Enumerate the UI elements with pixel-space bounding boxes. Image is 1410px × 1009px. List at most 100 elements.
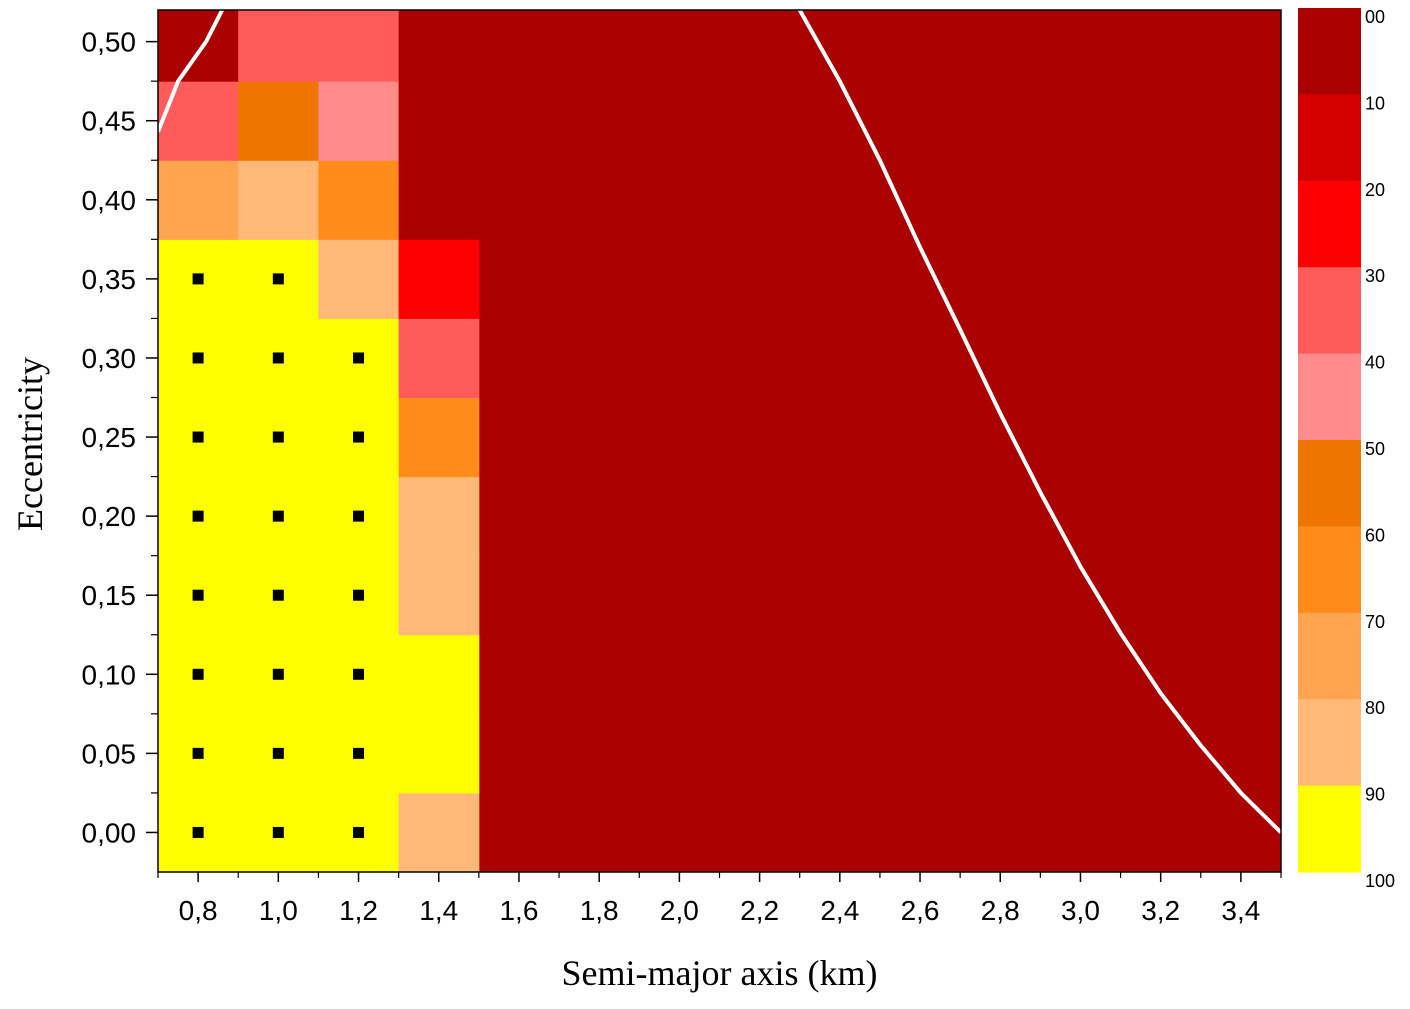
data-marker [192,273,204,285]
heatmap-cell [158,81,239,161]
y-tick-label: 0,15 [82,580,137,611]
colorbar: 00 10 20 30 40 50 60 70 80 90 100 [1298,7,1395,891]
x-tick-label: 3,0 [1061,895,1100,926]
x-tick-label: 2,0 [660,895,699,926]
x-axis: 0,8 1,0 1,2 1,4 1,6 1,8 2,0 2,2 2,4 2,6 2,8 3,0 3,2 3… [157,872,1282,926]
colorbar-segment [1298,180,1361,268]
colorbar-segment [1298,526,1361,614]
colorbar-segment [1298,785,1361,873]
y-tick-label: 0,50 [82,27,137,58]
heatmap-cell [398,476,480,557]
colorbar-label: 10 [1365,93,1385,113]
marker-layer [192,273,365,838]
data-marker [272,352,284,364]
heatmap-cell [398,160,480,240]
colorbar-label: 90 [1365,785,1385,805]
x-tick-label: 0,8 [179,895,218,926]
data-marker [192,352,204,364]
data-marker [192,747,204,759]
y-tick-label: 0,35 [82,264,137,295]
heatmap-cell [158,160,239,240]
x-tick-label: 1,8 [580,895,619,926]
colorbar-segment [1298,699,1361,787]
heatmap-cell [158,10,239,82]
x-tick-label: 1,0 [259,895,298,926]
heatmap-cell [398,555,480,636]
data-marker [192,431,204,443]
data-marker [272,589,284,601]
y-tick-label: 0,20 [82,501,137,532]
y-axis: 0,00 0,05 0,10 0,15 0,20 0,25 0,30 0,35 0,40 0,45… [82,27,158,848]
heatmap-cell [398,81,480,161]
heatmap-cell [398,792,480,873]
heatmap-cell [398,713,480,794]
data-marker [192,589,204,601]
data-marker [353,668,365,680]
data-marker [192,668,204,680]
colorbar-label: 40 [1365,353,1385,373]
heatmap-cells [158,10,1281,873]
heatmap-cell [398,10,480,82]
y-tick-label: 0,45 [82,106,137,137]
data-marker [272,747,284,759]
boundary-curve [797,10,1281,834]
heatmap-cell [398,318,480,399]
heatmap-cell [398,239,480,319]
x-tick-label: 3,2 [1141,895,1180,926]
colorbar-label: 20 [1365,180,1385,200]
x-tick-label: 3,4 [1221,895,1260,926]
y-tick-label: 0,25 [82,422,137,453]
data-marker [272,273,284,285]
y-tick-label: 0,10 [82,659,137,690]
y-tick-label: 0,40 [82,185,137,216]
colorbar-label: 60 [1365,525,1385,545]
heatmap-cell [398,634,480,715]
heatmap-cell [238,10,319,82]
x-tick-label: 2,8 [981,895,1020,926]
colorbar-label: 00 [1365,7,1385,27]
boundary-curve [158,10,224,133]
data-marker [353,431,365,443]
colorbar-segment [1298,612,1361,700]
heatmap-cell [318,239,400,319]
data-marker [353,510,365,522]
x-tick-label: 2,6 [901,895,940,926]
x-tick-label: 2,4 [820,895,859,926]
data-marker [353,352,365,364]
data-marker [272,510,284,522]
heatmap-cell [318,10,400,82]
y-tick-label: 0,30 [82,343,137,374]
colorbar-segment [1298,8,1361,95]
data-marker [272,431,284,443]
colorbar-segment [1298,353,1361,441]
colorbar-segment [1298,267,1361,355]
colorbar-label: 50 [1365,439,1385,459]
y-tick-label: 0,05 [82,738,137,769]
data-marker [192,826,204,838]
heatmap-cell [398,397,480,478]
colorbar-label: 80 [1365,698,1385,718]
heatmap-cell [238,160,319,240]
curve-layer [158,10,1281,834]
y-axis-title: Eccentricity [10,357,50,531]
y-tick-label: 0,00 [82,817,137,848]
data-marker [353,589,365,601]
heatmap-cell [318,160,400,240]
x-tick-label: 1,4 [419,895,458,926]
colorbar-label: 100 [1365,871,1395,891]
colorbar-label: 30 [1365,266,1385,286]
colorbar-label: 70 [1365,612,1385,632]
data-marker [272,826,284,838]
colorbar-segment [1298,440,1361,527]
data-marker [192,510,204,522]
heatmap-cell [238,81,319,161]
heatmap-cell [318,81,400,161]
x-tick-label: 2,2 [740,895,779,926]
x-axis-title: Semi-major axis (km) [562,953,878,993]
data-marker [272,668,284,680]
x-tick-label: 1,2 [339,895,378,926]
x-tick-label: 1,6 [499,895,538,926]
data-marker [353,826,365,838]
